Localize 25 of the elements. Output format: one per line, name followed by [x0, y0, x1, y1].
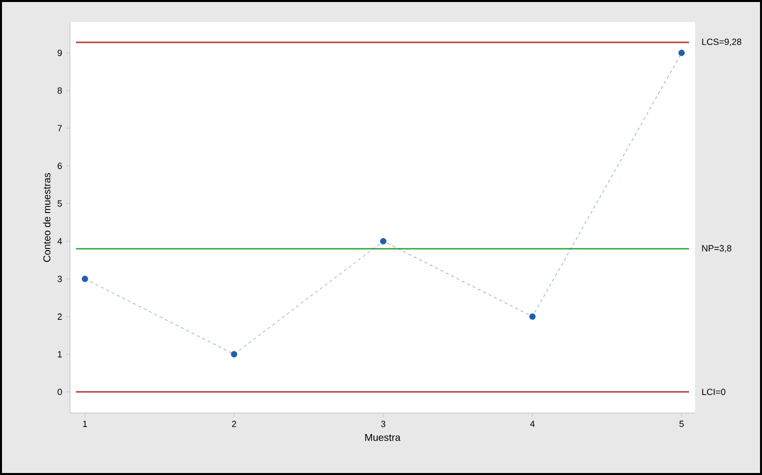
x-tick-label: 2: [232, 420, 236, 428]
ref-line-label: LCI=0: [702, 388, 726, 396]
x-tick-label: 4: [530, 420, 535, 427]
y-tick-label: 5: [58, 200, 62, 207]
ref-line-label: LCS=9,28: [702, 38, 742, 46]
y-tick-label: 3: [58, 276, 62, 282]
y-tick-label: 9: [58, 50, 62, 56]
point: [82, 276, 88, 282]
y-tick-label: 0: [58, 388, 62, 396]
y-tick-label: 6: [58, 162, 62, 170]
x-tick-label: 3: [381, 420, 386, 428]
x-tick-label: 1: [83, 420, 87, 427]
y-tick-label: 2: [58, 313, 62, 320]
y-tick-label: 1: [58, 351, 62, 358]
y-tick-label: 7: [58, 125, 62, 132]
point: [529, 313, 536, 320]
x-tick-label: 5: [679, 420, 684, 428]
ref-line-label: NP=3,8: [702, 245, 732, 252]
point: [380, 238, 386, 244]
y-tick-label: 8: [58, 87, 62, 94]
x-axis-title: Muestra: [365, 434, 400, 441]
point: [230, 351, 238, 358]
y-tick-label: 4: [57, 238, 62, 244]
point: [678, 50, 685, 56]
y-axis-title: Conteo de muestras: [43, 173, 50, 262]
